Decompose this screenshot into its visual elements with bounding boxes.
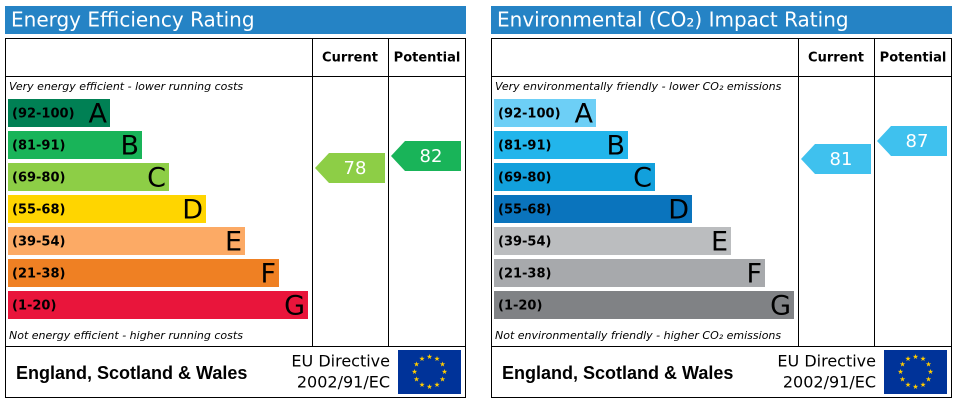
region: England, Scotland & Wales xyxy=(502,363,733,383)
title-bar xyxy=(5,6,466,34)
band-range: (21-38) xyxy=(12,267,65,282)
band-letter: A xyxy=(89,99,108,130)
rating-band xyxy=(8,291,308,319)
title-bar xyxy=(491,6,952,34)
rating-band xyxy=(494,259,765,287)
rating-band xyxy=(494,163,655,191)
band-letter: C xyxy=(633,163,652,194)
eu-star: ★ xyxy=(413,361,419,369)
eu-star: ★ xyxy=(419,381,425,389)
rating-band xyxy=(494,99,596,127)
band-range: (55-68) xyxy=(498,203,551,218)
panel-title: Energy Efficiency Rating xyxy=(11,8,255,32)
panel-frame xyxy=(491,38,952,398)
rating-band xyxy=(8,259,279,287)
column-header: Current xyxy=(808,51,864,66)
panel-title: Environmental (CO₂) Impact Rating xyxy=(497,8,849,32)
bottom-note: Not environmentally friendly - higher CO… xyxy=(495,329,781,342)
band-range: (1-20) xyxy=(498,299,542,314)
eu-star: ★ xyxy=(426,383,432,391)
band-letter: B xyxy=(606,131,625,162)
directive: EU Directive xyxy=(777,352,876,371)
band-range: (55-68) xyxy=(12,203,65,218)
band-letter: B xyxy=(120,131,139,162)
band-range: (81-91) xyxy=(498,139,551,154)
eu-star: ★ xyxy=(927,368,933,376)
eu-star: ★ xyxy=(411,368,417,376)
eu-star: ★ xyxy=(925,361,931,369)
rating-value: 81 xyxy=(830,149,853,170)
rating-band xyxy=(8,195,206,223)
band-letter: E xyxy=(711,227,728,258)
band-range: (92-100) xyxy=(12,107,75,122)
column-header: Potential xyxy=(880,51,947,66)
column-header: Current xyxy=(322,51,378,66)
rating-band xyxy=(494,291,794,319)
rating-value: 82 xyxy=(420,146,443,167)
eu-star: ★ xyxy=(905,355,911,363)
eu-star: ★ xyxy=(905,381,911,389)
band-letter: A xyxy=(575,99,594,130)
eu-flag xyxy=(884,350,947,394)
band-range: (92-100) xyxy=(498,107,561,122)
band-letter: F xyxy=(260,259,276,290)
rating-arrow xyxy=(391,141,461,171)
rating-band xyxy=(494,195,692,223)
band-letter: G xyxy=(770,291,791,322)
rating-band xyxy=(8,227,245,255)
eu-star: ★ xyxy=(925,376,931,384)
eu-star: ★ xyxy=(920,355,926,363)
eu-star: ★ xyxy=(899,376,905,384)
rating-panel: Environmental (CO₂) Impact Rating Current… xyxy=(491,6,952,398)
band-letter: C xyxy=(147,163,166,194)
band-range: (81-91) xyxy=(12,139,65,154)
eu-star: ★ xyxy=(434,381,440,389)
eu-star: ★ xyxy=(912,383,918,391)
rating-band xyxy=(8,131,142,159)
band-letter: G xyxy=(284,291,305,322)
eu-star: ★ xyxy=(899,361,905,369)
band-range: (69-80) xyxy=(498,171,551,186)
directive: EU Directive xyxy=(291,352,390,371)
band-range: (69-80) xyxy=(12,171,65,186)
rating-panel: Energy Efficiency Rating Current Potential… xyxy=(5,6,466,398)
rating-arrow xyxy=(801,144,871,174)
eu-star: ★ xyxy=(912,353,918,361)
band-range: (39-54) xyxy=(498,235,551,250)
eu-star: ★ xyxy=(441,368,447,376)
rating-band xyxy=(494,227,731,255)
bottom-note: Not energy efficient - higher running co… xyxy=(9,329,243,342)
directive: 2002/91/EC xyxy=(297,373,390,392)
band-range: (1-20) xyxy=(12,299,56,314)
band-range: (21-38) xyxy=(498,267,551,282)
rating-arrow xyxy=(877,126,947,156)
eu-star: ★ xyxy=(439,376,445,384)
rating-band xyxy=(8,163,169,191)
eu-star: ★ xyxy=(920,381,926,389)
band-range: (39-54) xyxy=(12,235,65,250)
panel-frame xyxy=(5,38,466,398)
eu-star: ★ xyxy=(897,368,903,376)
eu-star: ★ xyxy=(426,353,432,361)
rating-value: 78 xyxy=(344,158,367,179)
eu-star: ★ xyxy=(434,355,440,363)
region: England, Scotland & Wales xyxy=(16,363,247,383)
band-letter: D xyxy=(182,195,203,226)
eu-flag xyxy=(398,350,461,394)
rating-arrow xyxy=(315,153,385,183)
directive: 2002/91/EC xyxy=(783,373,876,392)
rating-band xyxy=(494,131,628,159)
eu-star: ★ xyxy=(413,376,419,384)
top-note: Very environmentally friendly - lower CO… xyxy=(495,80,782,93)
eu-star: ★ xyxy=(419,355,425,363)
band-letter: D xyxy=(668,195,689,226)
eu-star: ★ xyxy=(439,361,445,369)
band-letter: E xyxy=(225,227,242,258)
column-header: Potential xyxy=(394,51,461,66)
band-letter: F xyxy=(746,259,762,290)
top-note: Very energy efficient - lower running co… xyxy=(9,80,243,93)
rating-band xyxy=(8,99,110,127)
rating-value: 87 xyxy=(906,131,929,152)
